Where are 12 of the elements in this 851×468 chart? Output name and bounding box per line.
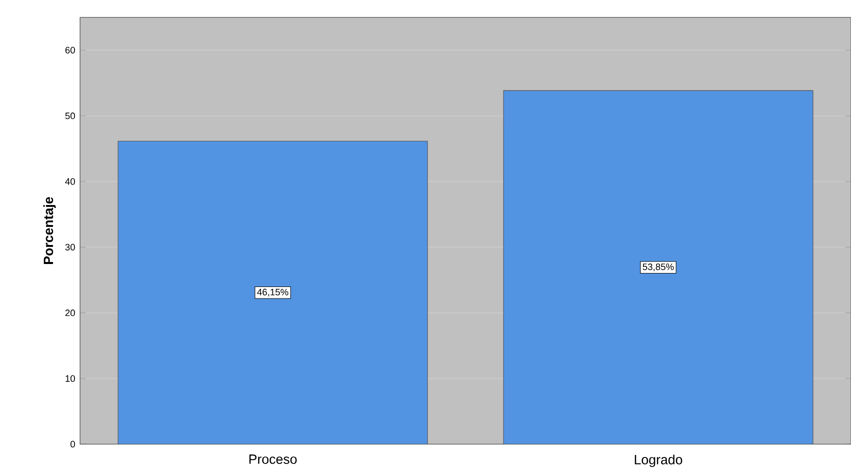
data-label: 53,85%	[642, 263, 674, 272]
y-tick-label: 10	[66, 375, 75, 382]
y-tick-label: 0	[70, 440, 75, 448]
y-tick-label: 60	[65, 46, 75, 54]
x-tick-label: Logrado	[634, 454, 682, 467]
y-tick-label: 20	[65, 309, 75, 316]
data-label: 46,15%	[257, 288, 288, 296]
y-axis-title: Porcentaje	[43, 197, 56, 264]
y-tick-label: 30	[65, 244, 75, 250]
x-tick-label: Proceso	[249, 454, 297, 464]
y-tick-label: 50	[65, 112, 75, 120]
y-tick-label: 40	[65, 178, 75, 185]
